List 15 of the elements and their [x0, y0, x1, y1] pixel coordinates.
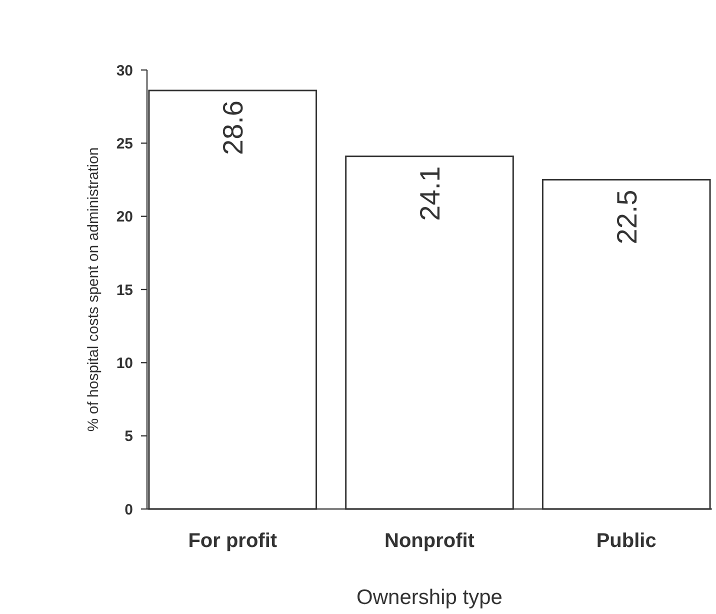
y-tick-label: 15 [116, 282, 133, 299]
data-label: 22.5 [611, 190, 642, 244]
y-tick-label: 10 [116, 354, 133, 372]
data-label: 28.6 [218, 100, 249, 155]
x-tick-label: For profit [188, 530, 278, 552]
y-tick-label: 5 [124, 428, 133, 446]
x-axis-title: Ownership type [356, 586, 502, 609]
y-tick-label: 20 [116, 208, 133, 226]
y-tick-label: 0 [124, 501, 133, 518]
y-axis-title: % of hospital costs spent on administration [85, 147, 102, 432]
x-tick-label: Nonprofit [384, 530, 475, 552]
x-tick-label: Public [596, 530, 656, 552]
y-tick-label: 30 [116, 62, 133, 80]
data-label: 24.1 [414, 166, 446, 221]
y-tick-label: 25 [116, 135, 133, 152]
